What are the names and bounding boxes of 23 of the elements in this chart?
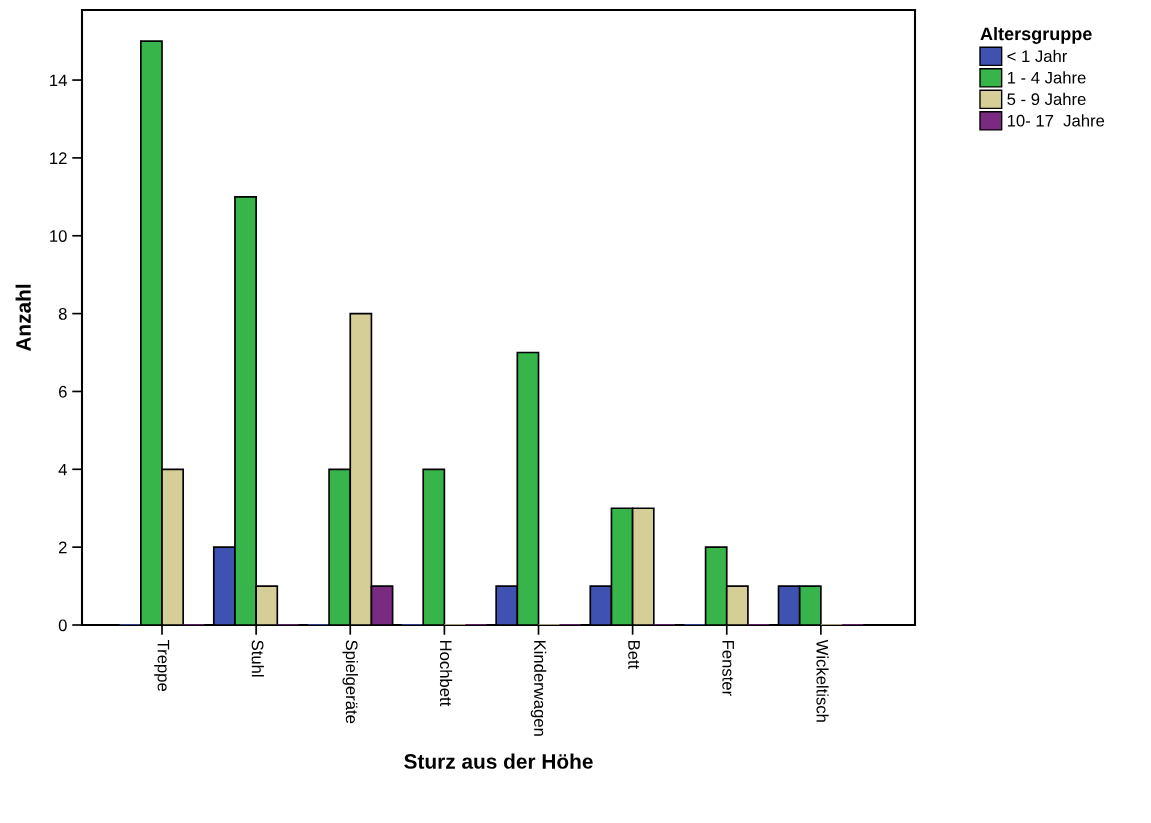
y-tick-label: 12 (50, 152, 67, 164)
y-tick-label: 10 (50, 230, 67, 242)
x-tick-label: Kinderwagen (530, 640, 547, 736)
y-tick-label: 0 (58, 619, 67, 632)
y-tick-label: 2 (58, 541, 67, 554)
x-tick-label: Fenster (722, 640, 734, 696)
y-tick-label: 6 (58, 385, 67, 398)
legend-label: 5 - 9 Jahre (1007, 92, 1086, 106)
legend-label: < 1 Jahr (1007, 49, 1068, 63)
legend-label: 1 - 4 Jahre (1007, 71, 1086, 84)
y-tick-label: 4 (58, 463, 67, 476)
x-axis-title: Sturz aus der Höhe (404, 753, 593, 769)
x-tick-label: Wickeltisch (816, 639, 829, 722)
y-tick-label: 14 (50, 74, 67, 87)
y-tick-label: 8 (58, 308, 67, 320)
legend-label: 10- 17 Jahre (1007, 114, 1105, 127)
x-tick-label: Bett (628, 640, 640, 670)
legend-title: Altersgruppe (980, 27, 1092, 44)
y-axis-title: Anzahl (15, 284, 31, 352)
x-tick-label: Stuhl (251, 640, 264, 677)
x-tick-label: Hochbett (439, 640, 453, 707)
x-tick-label: Treppe (154, 639, 170, 692)
x-tick-label: Spielgeräte (342, 640, 359, 724)
